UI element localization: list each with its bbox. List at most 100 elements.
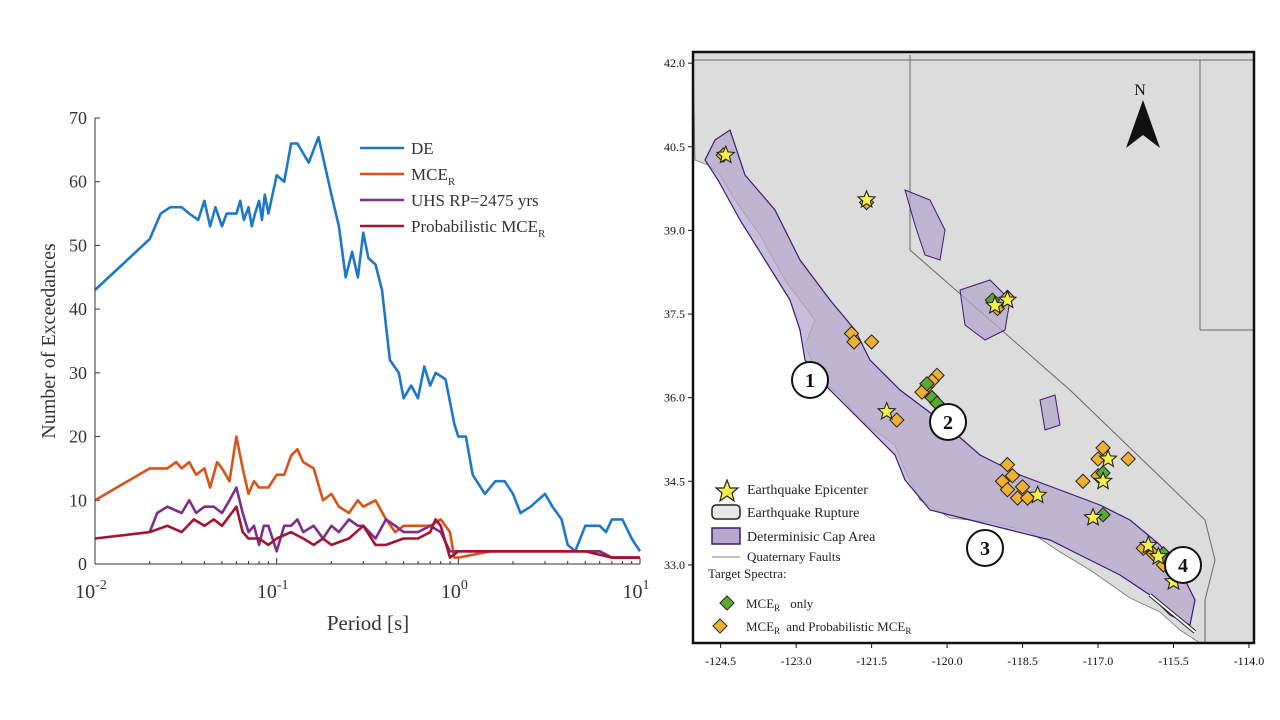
epicenter-star-icon [1083, 507, 1103, 526]
state-border [693, 55, 1254, 643]
series-line-probabilistic-mce-r [94, 505, 640, 559]
orange-diamond-marker [999, 456, 1016, 473]
y-axis-label: Number of Exceedances [38, 243, 60, 439]
map-lat-label: 37.5 [664, 307, 685, 321]
region-number: 2 [943, 412, 953, 434]
region-circle [966, 529, 1004, 567]
region-number: 3 [980, 538, 990, 560]
x-tick-label: 10-2 [75, 578, 107, 603]
orange-diamond-marker [888, 412, 905, 428]
y-tick-label: 50 [69, 235, 87, 255]
legend-cap-label: Determinisic Cap Area [747, 530, 876, 545]
x-axis: 10-2 10-1 100 101 [75, 558, 650, 603]
region-circle [791, 361, 829, 399]
orange-diamond-marker [1095, 440, 1111, 456]
map-lon-label: -124.5 [705, 654, 736, 668]
epicenter-star-icon [1148, 546, 1169, 566]
map-lon-label: -114.0 [1234, 654, 1265, 668]
cap-area-sierra [959, 279, 1011, 341]
cap-area-north [904, 189, 946, 261]
map-lon-label: -121.5 [856, 654, 887, 668]
region-number: 4 [1178, 555, 1188, 577]
cap-swatch [711, 527, 741, 545]
epicenter-star-icon [715, 144, 736, 164]
epicenter-star-icon [876, 401, 897, 421]
epicenter-star-icon [1098, 448, 1118, 468]
legend-label: DE [411, 139, 434, 158]
north-arrow-icon: N [1126, 82, 1160, 148]
california-map: N 1 2 3 4 42.0 40.5 39.0 37.5 36.0 34.5 33.0 -124.… [664, 50, 1264, 668]
legend-target-title: Target Spectra: [708, 566, 787, 581]
cap-area-east [1039, 394, 1061, 431]
map-lon-label: -118.5 [1007, 654, 1038, 668]
epicenter-star-icon [1027, 484, 1048, 504]
map-lon-label: -115.5 [1158, 654, 1189, 668]
x-axis-label: Period [s] [327, 611, 409, 635]
map-lat-label: 34.5 [664, 474, 685, 488]
legend-label: MCER [411, 165, 456, 188]
green-diamond-marker [919, 375, 935, 392]
legend-epicenter: Earthquake Epicenter [714, 478, 868, 503]
legend-epicenter-label: Earthquake Epicenter [747, 483, 868, 498]
map-points [715, 144, 1187, 591]
orange-diamond-marker [1120, 451, 1136, 467]
epicenter-star-icon [1093, 470, 1113, 490]
map-lat-label: 33.0 [664, 558, 685, 572]
y-tick-label: 0 [78, 554, 87, 574]
series-line-mce-r [94, 435, 640, 559]
legend-cap: Determinisic Cap Area [711, 527, 876, 545]
state-border-east [1199, 60, 1254, 331]
earthquake-rupture-inner [1149, 594, 1196, 633]
orange-diamond-marker [1075, 473, 1091, 490]
orange-diamond-marker [1014, 479, 1031, 495]
map-lat-label: 36.0 [664, 391, 685, 405]
chart-legend: DE MCER UHS RP=2475 yrs Probabilistic MCER [360, 139, 546, 240]
map-lon-label: -117.0 [1083, 654, 1114, 668]
epicenter-star-icon [1138, 534, 1159, 554]
epicenter-star-icon [984, 295, 1005, 315]
legend-mce-only-label: MCER only [746, 596, 814, 613]
y-tick-label: 40 [69, 299, 87, 319]
y-tick-label: 20 [69, 427, 87, 447]
region-circle [929, 403, 967, 441]
legend-mce-prob-label: MCER and Probabilistic MCER [746, 619, 911, 636]
epicenter-star-icon [856, 189, 877, 209]
legend-mce-only: MCER only [719, 595, 814, 613]
legend-label: Probabilistic MCER [411, 217, 546, 240]
orange-diamond-marker [1009, 490, 1026, 506]
y-tick-label: 60 [69, 172, 87, 192]
legend-mce-prob: MCER and Probabilistic MCER [712, 618, 911, 636]
map-frame [691, 50, 1256, 645]
series-line-de [94, 135, 642, 553]
region-circle [1164, 546, 1202, 584]
map-lat-label: 42.0 [664, 56, 685, 70]
orange-diamond-marker [846, 334, 862, 350]
region-labels: 1 2 3 4 [791, 361, 1202, 584]
map-lat-label: 39.0 [664, 223, 685, 237]
orange-diamond-icon [712, 618, 728, 634]
legend-faults: Quaternary Faults [712, 549, 841, 564]
map-lon-label: -123.0 [781, 654, 812, 668]
legend-label: UHS RP=2475 yrs [411, 191, 539, 210]
x-tick-label: 100 [441, 578, 468, 603]
map-legend: Earthquake Epicenter Earthquake Rupture … [708, 478, 911, 636]
exceedance-chart: 0 10 20 30 40 50 60 70 10-2 10-1 100 101 Number of… [38, 108, 650, 635]
legend-rupture: Earthquake Rupture [711, 504, 859, 521]
map-axes: 42.0 40.5 39.0 37.5 36.0 34.5 33.0 -124.5 -123.0… [664, 56, 1264, 668]
x-tick-label: 101 [623, 578, 650, 603]
map-lon-label: -120.0 [932, 654, 963, 668]
legend-rupture-label: Earthquake Rupture [747, 506, 859, 521]
region-number: 1 [805, 370, 815, 392]
y-tick-label: 70 [69, 108, 87, 128]
orange-diamond-marker [1090, 451, 1106, 467]
rupture-swatch [711, 504, 741, 520]
green-diamond-icon [719, 595, 735, 611]
y-tick-label: 10 [69, 490, 87, 510]
x-tick-label: 10-1 [257, 578, 289, 603]
star-icon [714, 478, 740, 503]
green-diamond-marker [1095, 506, 1111, 523]
map-lat-label: 40.5 [664, 140, 685, 154]
orange-diamond-marker [1004, 467, 1021, 484]
orange-diamond-marker [999, 481, 1016, 498]
